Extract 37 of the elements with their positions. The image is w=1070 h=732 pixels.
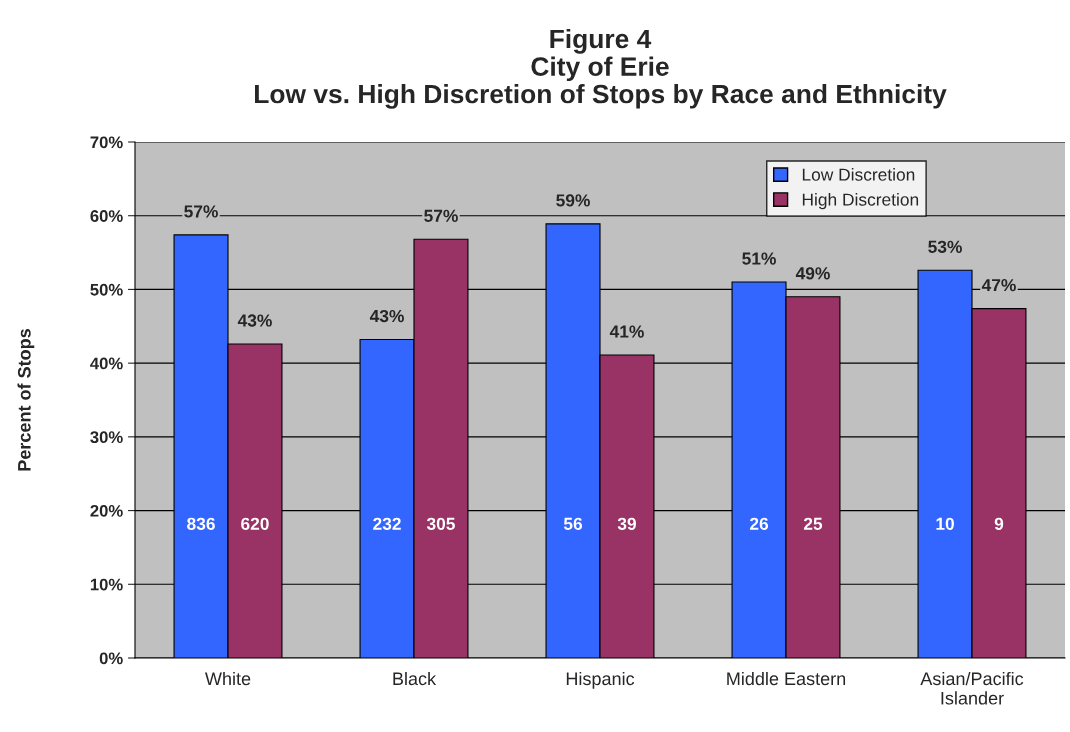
annotation: 836	[187, 517, 215, 530]
x-tick-label: Black	[393, 671, 437, 686]
y-tick-label: 60%	[90, 210, 123, 222]
data-label: 57%	[184, 205, 218, 218]
y-tick-label: 50%	[90, 283, 123, 296]
x-tick-label: Asian/Pacific Islander	[920, 671, 1024, 705]
annotation: 9	[994, 517, 1004, 530]
annotation: 232	[373, 517, 401, 530]
annotation: 10	[936, 517, 954, 530]
data-label: 49%	[795, 267, 830, 280]
x-tick-label: Middle Eastern	[727, 671, 846, 686]
y-tick-label: 30%	[90, 431, 123, 444]
legend-label: High Discretion	[802, 192, 919, 210]
data-label: 59%	[556, 194, 590, 207]
annotation: 305	[426, 517, 455, 530]
data-label: 53%	[928, 240, 962, 253]
legend-label: Low Discretion	[802, 168, 915, 181]
data-label: 41%	[609, 325, 644, 338]
y-axis-title: Percent of Stops	[17, 329, 35, 471]
data-label: 43%	[237, 314, 272, 327]
y-tick-label: 70%	[90, 136, 123, 149]
data-label: 51%	[742, 252, 776, 265]
annotation: 620	[241, 517, 269, 530]
chart-title: Figure 4 City of Erie Low vs. High Discretion of Stops by Race and Ethnicity	[255, 28, 947, 109]
data-label: 43%	[369, 309, 404, 323]
annotation: 39	[617, 517, 636, 530]
data-label: 57%	[424, 209, 458, 222]
annotation: 26	[749, 517, 769, 530]
data-label: 47%	[981, 279, 1016, 292]
y-tick-label: 0%	[99, 652, 123, 665]
annotation: 56	[563, 517, 583, 530]
annotation: 25	[803, 517, 823, 530]
y-tick-label: 20%	[90, 504, 123, 517]
y-tick-label: 10%	[90, 578, 123, 591]
x-tick-label: White	[205, 671, 251, 686]
x-tick-label: Hispanic	[566, 671, 635, 689]
y-tick-label: 40%	[90, 357, 123, 370]
